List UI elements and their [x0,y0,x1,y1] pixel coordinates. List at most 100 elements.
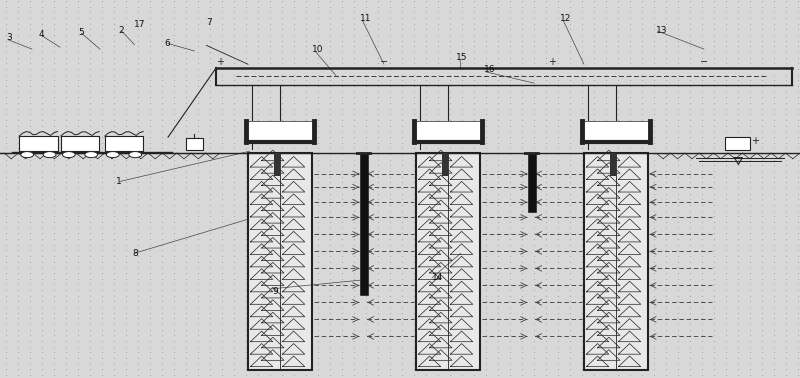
Point [527,349,540,355]
Point [647,202,660,208]
Point [264,106,277,112]
Point [708,55,721,61]
Point [35,361,48,367]
Point [120,344,133,350]
Point [779,310,792,316]
Point [491,185,504,191]
Point [792,106,800,112]
Point [395,248,408,254]
Point [359,168,372,174]
Point [767,100,780,106]
Point [395,157,408,163]
Point [347,202,360,208]
Point [719,66,732,72]
Point [107,77,121,84]
Point [659,355,672,361]
Point [659,21,672,27]
Point [755,185,768,191]
Point [743,9,756,15]
Point [635,315,648,321]
Point [288,253,301,259]
Point [515,242,528,248]
Point [11,270,24,276]
Point [347,321,360,327]
Point [432,287,445,293]
Point [72,310,85,316]
Point [563,361,576,367]
Point [647,236,660,242]
Point [635,248,648,254]
Point [299,60,312,67]
Point [120,242,133,248]
Point [779,236,792,242]
Point [347,4,360,10]
Point [611,287,624,293]
Point [659,112,672,118]
Point [395,361,408,367]
Point [671,180,684,186]
Point [0,83,13,89]
Point [359,43,372,50]
Point [96,270,109,276]
Point [288,321,301,327]
Point [275,9,288,15]
Point [600,361,613,367]
Point [635,0,648,4]
Point [312,236,325,242]
Point [419,83,432,89]
Point [371,287,385,293]
Point [671,197,684,203]
Point [168,180,181,186]
Point [504,9,517,15]
Point [600,349,613,355]
Point [168,270,181,276]
Point [671,26,684,33]
Point [767,26,780,33]
Point [144,94,157,101]
Point [179,367,193,373]
Point [443,72,456,78]
Point [491,321,504,327]
Point [432,72,445,78]
Point [683,333,696,339]
Point [407,372,421,378]
Point [347,174,360,180]
Point [395,32,408,38]
Point [491,4,504,10]
Point [144,230,157,237]
Point [635,265,648,271]
Point [467,333,480,339]
Point [419,185,432,191]
Point [299,185,312,191]
Point [419,310,432,316]
Point [264,265,277,271]
Point [455,43,468,50]
Point [48,333,61,339]
Point [96,208,109,214]
Point [384,344,397,350]
Point [767,9,780,15]
Point [24,129,37,135]
Point [299,361,312,367]
Point [192,134,205,140]
Point [600,248,613,254]
Point [359,230,372,237]
Point [120,94,133,101]
Point [708,151,721,157]
Point [491,361,504,367]
Point [539,60,552,67]
Point [168,259,181,265]
Point [551,236,564,242]
Point [624,15,637,21]
Point [24,287,37,293]
Point [203,94,216,101]
Point [527,310,540,316]
Point [611,333,624,339]
Point [743,208,756,214]
Point [0,4,13,10]
Point [240,106,253,112]
Point [275,191,288,197]
Point [288,248,301,254]
Point [299,281,312,288]
Point [659,180,672,186]
